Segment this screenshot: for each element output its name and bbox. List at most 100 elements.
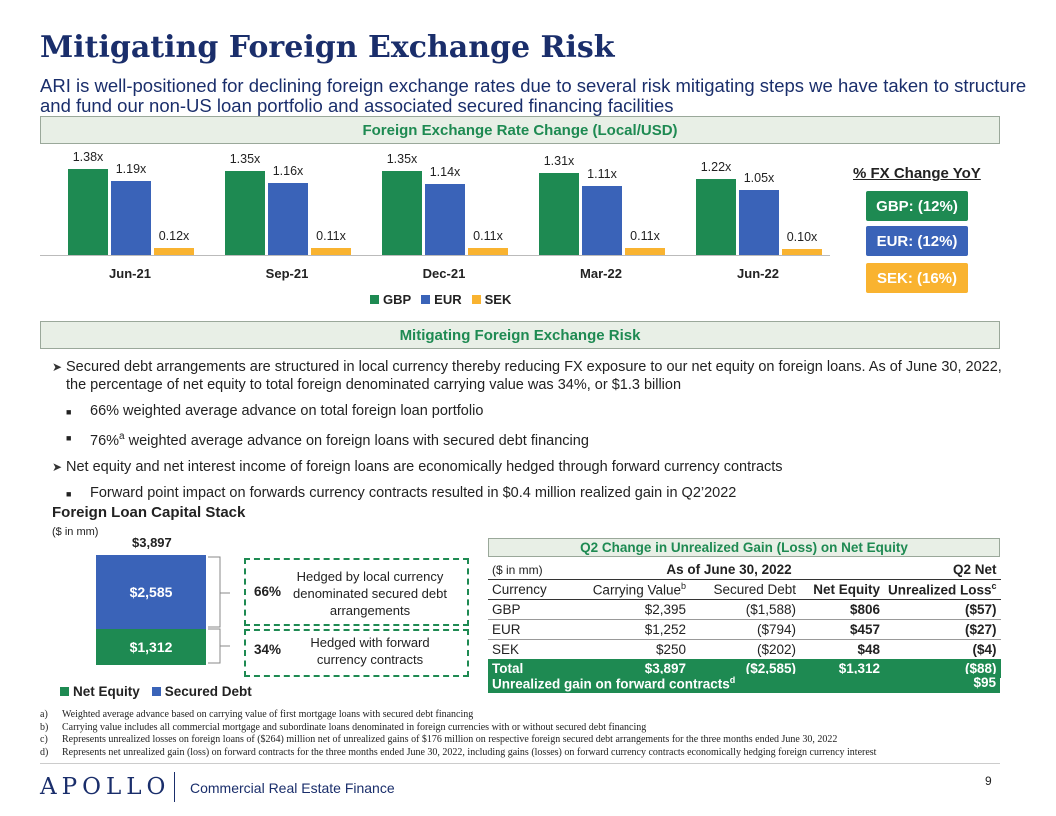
bullet-item: ➤ Secured debt arrangements are structur… [52, 358, 1002, 394]
page-number: 9 [985, 774, 992, 788]
footnotes: a) Weighted average advance based on carr… [40, 709, 876, 759]
bullet-text: Secured debt arrangements are structured… [66, 359, 1002, 393]
category-label: Dec-21 [422, 266, 466, 281]
stack-bracket-lines [208, 556, 230, 664]
bar-label: 1.38x [72, 150, 104, 164]
cell: SEK [492, 642, 520, 657]
capital-stack-title: Foreign Loan Capital Stack [52, 504, 246, 521]
cell: ($27) [965, 622, 997, 637]
col-header: Net Equity [813, 582, 880, 597]
hedge-text-forward: Hedged with forward currency contracts [310, 635, 430, 667]
legend-swatch [151, 687, 161, 696]
bar-eur-sep-21 [268, 182, 308, 255]
square-bullet-icon: ■ [66, 407, 72, 417]
hedge-box-forward [244, 629, 469, 677]
bar-sek-dec-21 [468, 248, 508, 255]
forward-contracts-row: Unrealized gain on forward contractsd $9… [488, 674, 1000, 693]
bar-eur-jun-22 [739, 189, 779, 255]
bar-gbp-mar-22 [539, 173, 579, 255]
legend-item-eur: EUR [421, 292, 462, 310]
hedge-pct-forward: 34% [254, 642, 282, 657]
bar-label: 1.05x [743, 170, 775, 185]
cell: $457 [849, 622, 880, 637]
legend-secured-debt: Secured Debt [151, 684, 252, 699]
sub-bullet-item: ■ 76%a weighted average advance on forei… [52, 428, 1002, 450]
bar-label: 0.10x [786, 229, 818, 244]
col-header: Unrealized Lossc [884, 580, 1001, 600]
cell: $1,252 [644, 622, 686, 637]
table-as-of: As of June 30, 2022 [574, 560, 884, 580]
table-q2net: Q2 Net [884, 560, 1001, 580]
sub-bullet-item: ■ 66% weighted average advance on total … [52, 402, 1002, 420]
footnote-mark: b) [40, 721, 49, 733]
fx-change-gbp: GBP: (12%) [866, 191, 968, 221]
fx-rate-chart: 1.38x 1.19x 0.12x 1.35x 1.16x 0.11x 1.35x 1.14x… [40, 150, 840, 310]
fx-change-eur: EUR: (12%) [866, 226, 968, 256]
bullet-item: ➤ Net equity and net interest income of … [52, 458, 1002, 476]
footnote-mark: d) [40, 746, 49, 758]
secured-debt-bar: $2,585 [96, 555, 206, 629]
bar-label: 0.11x [316, 229, 346, 244]
footnote-mark: a) [40, 709, 48, 720]
table-row: GBP $2,395 ($1,588) $806 ($57) [488, 600, 1001, 620]
footnote-text: Weighted average advance based on carryi… [62, 709, 474, 720]
bar-gbp-dec-21 [382, 170, 422, 255]
col-header: Carrying Valueb [574, 580, 690, 600]
fx-change-title: % FX Change YoY [853, 165, 981, 182]
footnote-ref: a [119, 431, 125, 442]
apollo-logo: APOLLO [40, 774, 171, 800]
category-label: Jun-22 [737, 266, 779, 281]
bar-label: 1.22x [700, 159, 732, 174]
cell: ($1,588) [745, 602, 796, 617]
bullet-text: weighted average advance on foreign loan… [124, 432, 589, 449]
bar-eur-jun-21 [111, 180, 151, 255]
footer-tagline: Commercial Real Estate Finance [190, 780, 395, 796]
footnote-ref: c [991, 581, 997, 592]
fx-table: ($ in mm) As of June 30, 2022 Q2 Net Cur… [488, 560, 1001, 678]
footnote-d: d) Represents net unrealized gain (loss) … [40, 747, 876, 760]
cell: $1,312 [800, 659, 884, 678]
square-bullet-icon: ■ [66, 433, 72, 443]
bullet-list: ➤ Secured debt arrangements are structur… [52, 358, 1002, 510]
forward-contracts-label: Unrealized gain on forward contractsd [492, 675, 735, 692]
fx-chart-banner: Foreign Exchange Rate Change (Local/USD) [40, 116, 1000, 144]
legend-label: SEK [484, 292, 512, 307]
bar-gbp-sep-21 [225, 170, 265, 255]
cell: ($794) [756, 622, 796, 637]
arrow-bullet-icon: ➤ [52, 459, 63, 474]
cell: ($57) [965, 602, 997, 617]
net-equity-bar: $1,312 [96, 629, 206, 665]
logo-divider [174, 772, 175, 802]
forward-contracts-value: $95 [973, 675, 996, 690]
footnote-ref: b [680, 581, 686, 592]
table-units: ($ in mm) [492, 562, 543, 577]
capital-stack-legend: Net Equity Secured Debt [60, 684, 252, 699]
square-bullet-icon: ■ [66, 488, 72, 499]
hedge-box-secured [244, 558, 469, 626]
legend-label: Secured Debt [164, 684, 252, 699]
page-title: Mitigating Foreign Exchange Risk [40, 30, 615, 65]
legend-swatch [471, 295, 481, 304]
legend-net-equity: Net Equity [60, 684, 140, 699]
col-header-text: Unrealized Loss [888, 582, 992, 598]
sub-bullet-item: ■ Forward point impact on forwards curre… [52, 484, 1002, 502]
legend-swatch [60, 687, 69, 696]
bullet-text: Forward point impact on forwards currenc… [90, 484, 737, 501]
mitigation-banner: Mitigating Foreign Exchange Risk [40, 321, 1000, 349]
bar-label: 1.16x [272, 163, 304, 178]
arrow-bullet-icon: ➤ [52, 360, 63, 374]
bar-label: 1.35x [386, 151, 418, 166]
cell: ($88) [884, 659, 1001, 678]
table-header-row: Currency Carrying Valueb Secured Debt Ne… [488, 580, 1001, 600]
bar-label: 1.35x [229, 151, 261, 166]
footnote-text: Represents net unrealized gain (loss) on… [62, 746, 877, 758]
col-header: Secured Debt [713, 582, 796, 597]
chart-plot-area: 1.38x 1.19x 0.12x 1.35x 1.16x 0.11x 1.35x 1.14x… [40, 150, 830, 256]
cell: ($2,585) [690, 659, 800, 678]
hedge-pct-secured: 66% [254, 584, 282, 599]
category-label: Sep-21 [265, 266, 309, 281]
legend-item-sek: SEK [471, 292, 512, 310]
bar-label: 0.12x [158, 228, 190, 243]
footer-divider [40, 763, 1000, 764]
bar-label: 1.19x [115, 161, 147, 176]
